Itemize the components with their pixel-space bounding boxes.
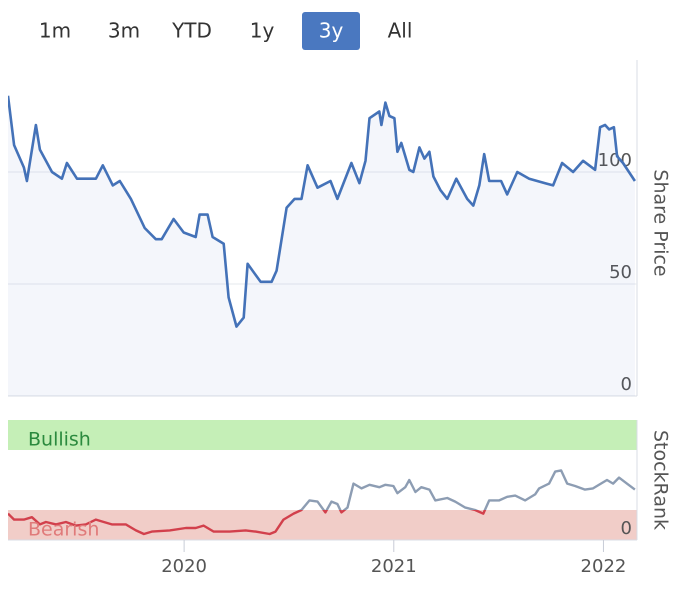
range-buttons: 1m 3m YTD 1y 3y All [39,12,413,50]
x-tick-label: 2021 [371,556,417,577]
y-axis-label: StockRank [650,430,672,530]
band-label: Bullish [28,429,91,451]
range-button[interactable]: 3y [319,19,344,43]
rank-band [8,510,637,540]
range-button-bg[interactable] [302,12,360,50]
rank-line [298,469,636,510]
range-button[interactable]: 1y [250,19,275,43]
y-axis-label: Share Price [650,169,672,276]
rank-line-bearish [8,510,487,536]
band-label: Bearish [28,519,99,541]
price-chart: 050100Share Price [8,60,672,397]
x-tick-label: 2022 [581,556,627,577]
range-button[interactable]: All [388,19,413,43]
range-button[interactable]: 1m [39,19,71,43]
y-tick-label: 0 [621,518,632,539]
rank-chart: 0 Bullish Bearish 2020 2021 2022 StockRank [8,420,672,577]
range-button[interactable]: YTD [171,19,212,43]
price-area [8,95,635,396]
rank-band [8,420,637,450]
x-tick-label: 2020 [161,556,207,577]
y-tick-label: 0 [621,374,632,395]
price-line [8,95,636,328]
range-button[interactable]: 3m [108,19,140,43]
y-tick-label: 50 [609,262,632,283]
